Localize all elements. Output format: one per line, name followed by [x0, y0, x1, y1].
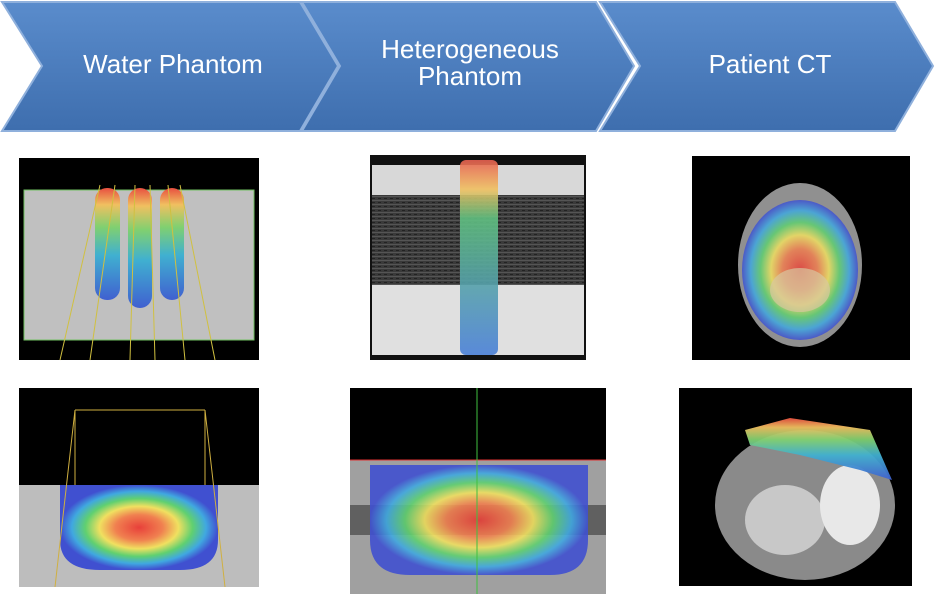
- stage-arrows: Water Phantom Heterogeneous Phantom Pati…: [0, 1, 935, 132]
- chevron: [300, 1, 636, 132]
- stage-label: Patient CT: [709, 49, 832, 79]
- chevron: [0, 1, 340, 132]
- stage-label: Heterogeneous: [381, 34, 559, 64]
- stage-label: Water Phantom: [83, 49, 263, 79]
- hetero-phantom-beam: [370, 155, 586, 360]
- head-ct: [692, 156, 910, 360]
- stage-label: Phantom: [418, 61, 522, 91]
- abdomen-ct: [679, 388, 912, 586]
- water-phantom-beams: [19, 158, 259, 361]
- water-phantom-field: [19, 388, 259, 588]
- chevron: [598, 1, 935, 132]
- hetero-phantom-field: [350, 388, 606, 594]
